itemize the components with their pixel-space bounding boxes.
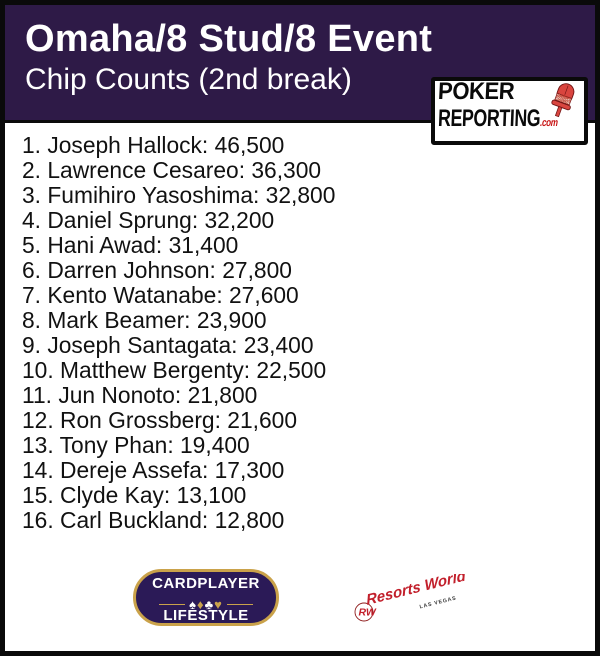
svg-text:LAS VEGAS: LAS VEGAS — [419, 595, 457, 610]
svg-text:Resorts World: Resorts World — [366, 574, 468, 609]
